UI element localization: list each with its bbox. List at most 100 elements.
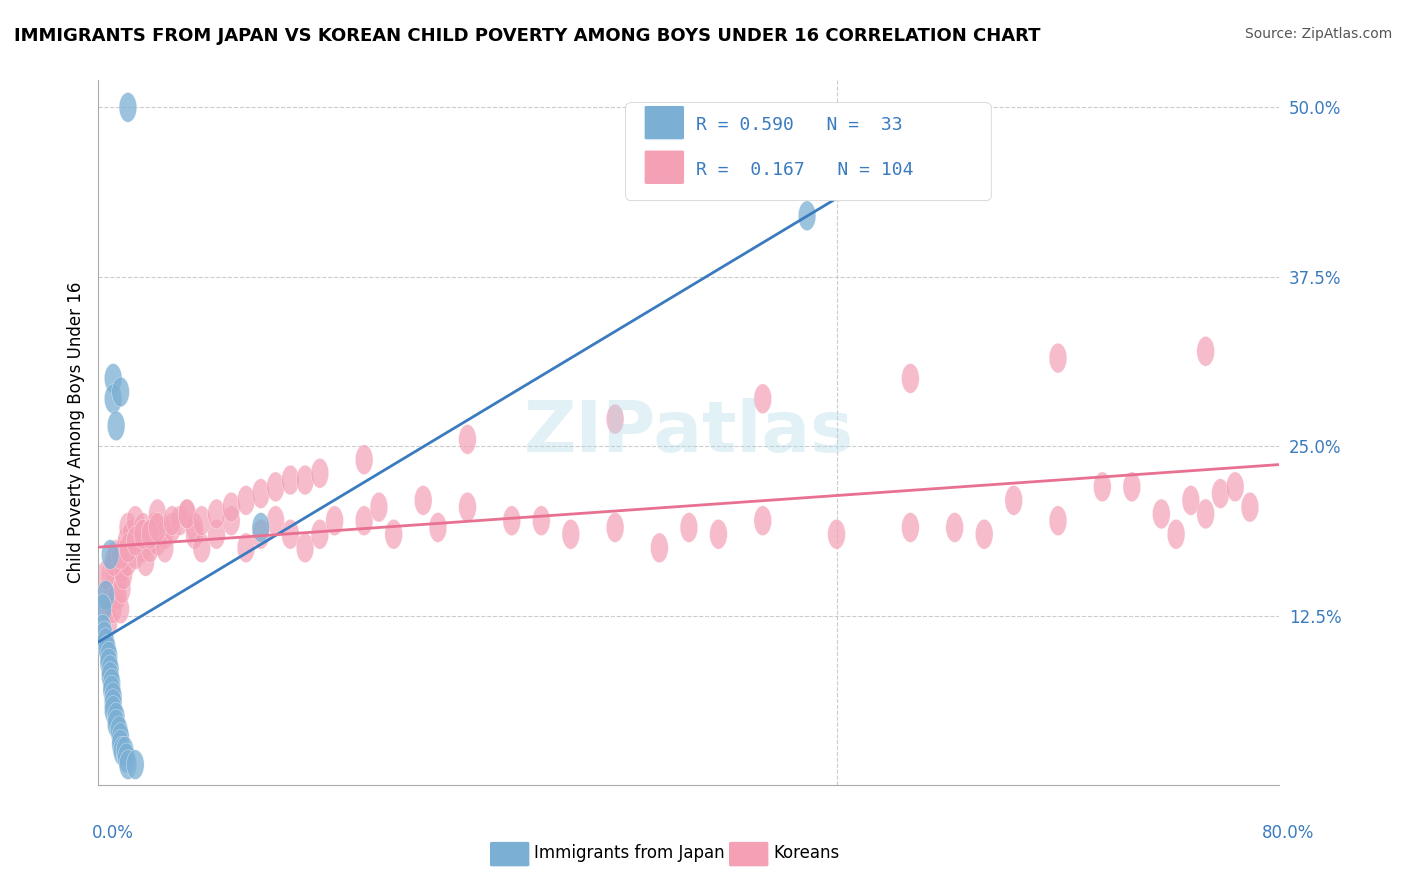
Text: Immigrants from Japan: Immigrants from Japan <box>534 844 725 862</box>
Ellipse shape <box>118 743 135 772</box>
Ellipse shape <box>136 547 155 576</box>
Ellipse shape <box>98 634 117 665</box>
Ellipse shape <box>503 506 520 535</box>
Ellipse shape <box>101 662 120 691</box>
Ellipse shape <box>186 519 204 549</box>
Ellipse shape <box>156 533 174 563</box>
Ellipse shape <box>1049 343 1067 373</box>
Ellipse shape <box>193 506 211 535</box>
Ellipse shape <box>415 485 432 516</box>
Ellipse shape <box>94 615 111 644</box>
Ellipse shape <box>946 513 963 542</box>
Ellipse shape <box>156 519 174 549</box>
Ellipse shape <box>222 506 240 535</box>
Ellipse shape <box>385 519 402 549</box>
Ellipse shape <box>356 445 373 475</box>
Ellipse shape <box>222 492 240 522</box>
Ellipse shape <box>112 553 131 583</box>
Ellipse shape <box>120 749 136 780</box>
Ellipse shape <box>100 648 118 678</box>
Ellipse shape <box>170 506 188 535</box>
Ellipse shape <box>267 472 284 501</box>
Ellipse shape <box>193 533 211 563</box>
Text: R = 0.590   N =  33: R = 0.590 N = 33 <box>696 116 903 134</box>
Ellipse shape <box>111 547 129 576</box>
Ellipse shape <box>1197 499 1215 529</box>
Ellipse shape <box>238 533 254 563</box>
Ellipse shape <box>103 675 121 705</box>
Ellipse shape <box>1049 506 1067 535</box>
Ellipse shape <box>252 513 270 542</box>
Ellipse shape <box>208 519 225 549</box>
Ellipse shape <box>311 458 329 488</box>
Ellipse shape <box>901 513 920 542</box>
Ellipse shape <box>120 533 136 563</box>
Ellipse shape <box>104 364 122 393</box>
Ellipse shape <box>127 749 145 780</box>
Ellipse shape <box>104 594 122 624</box>
Ellipse shape <box>208 499 225 529</box>
Ellipse shape <box>252 519 270 549</box>
Ellipse shape <box>326 506 343 535</box>
Ellipse shape <box>458 492 477 522</box>
Ellipse shape <box>458 425 477 454</box>
Text: IMMIGRANTS FROM JAPAN VS KOREAN CHILD POVERTY AMONG BOYS UNDER 16 CORRELATION CH: IMMIGRANTS FROM JAPAN VS KOREAN CHILD PO… <box>14 27 1040 45</box>
Ellipse shape <box>149 526 166 556</box>
Ellipse shape <box>104 547 122 576</box>
Ellipse shape <box>107 709 125 739</box>
Ellipse shape <box>297 533 314 563</box>
Ellipse shape <box>146 513 163 542</box>
Ellipse shape <box>101 560 120 590</box>
Ellipse shape <box>122 519 139 549</box>
Ellipse shape <box>120 513 136 542</box>
Ellipse shape <box>606 513 624 542</box>
Ellipse shape <box>149 499 166 529</box>
Ellipse shape <box>754 506 772 535</box>
Ellipse shape <box>901 364 920 393</box>
Ellipse shape <box>179 499 195 529</box>
Ellipse shape <box>134 519 152 549</box>
Ellipse shape <box>356 506 373 535</box>
Ellipse shape <box>799 201 815 231</box>
Ellipse shape <box>134 533 152 563</box>
Ellipse shape <box>127 540 145 569</box>
Ellipse shape <box>127 506 145 535</box>
Ellipse shape <box>267 506 284 535</box>
Text: 80.0%: 80.0% <box>1263 824 1315 842</box>
Ellipse shape <box>115 560 132 590</box>
Ellipse shape <box>1212 479 1229 508</box>
Ellipse shape <box>111 377 129 407</box>
Ellipse shape <box>111 723 129 753</box>
Ellipse shape <box>101 655 120 685</box>
Ellipse shape <box>111 540 129 569</box>
Ellipse shape <box>141 526 159 556</box>
Ellipse shape <box>429 513 447 542</box>
Ellipse shape <box>1226 472 1244 501</box>
Text: ZIPatlas: ZIPatlas <box>524 398 853 467</box>
Ellipse shape <box>651 533 668 563</box>
Ellipse shape <box>120 547 136 576</box>
Ellipse shape <box>104 682 122 712</box>
Ellipse shape <box>606 404 624 434</box>
Ellipse shape <box>117 533 134 563</box>
Ellipse shape <box>118 526 135 556</box>
Ellipse shape <box>141 533 159 563</box>
Text: R =  0.167   N = 104: R = 0.167 N = 104 <box>696 161 914 178</box>
Ellipse shape <box>117 736 134 766</box>
Ellipse shape <box>186 513 204 542</box>
Ellipse shape <box>111 594 129 624</box>
Ellipse shape <box>97 628 115 657</box>
Ellipse shape <box>311 519 329 549</box>
Ellipse shape <box>281 465 299 495</box>
Ellipse shape <box>120 93 136 122</box>
Ellipse shape <box>710 519 727 549</box>
Ellipse shape <box>976 519 993 549</box>
Ellipse shape <box>681 513 697 542</box>
Ellipse shape <box>110 716 128 746</box>
Ellipse shape <box>104 384 122 414</box>
Ellipse shape <box>101 540 120 569</box>
Ellipse shape <box>111 730 129 759</box>
Ellipse shape <box>562 519 579 549</box>
Ellipse shape <box>96 621 114 651</box>
Ellipse shape <box>107 574 125 603</box>
